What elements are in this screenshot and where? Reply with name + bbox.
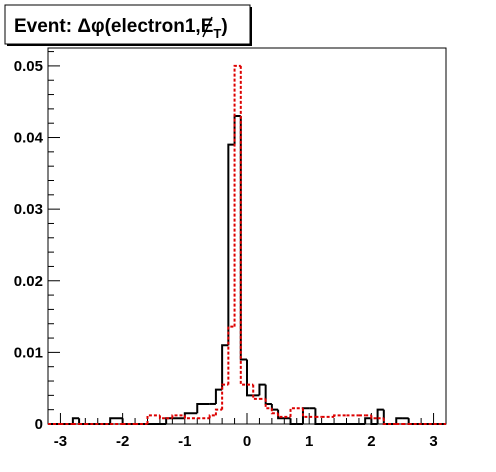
title-box: Event: Δφ(electron1,ET) [4,4,252,46]
histogram-bin [214,388,223,404]
histogram-bin [183,415,198,420]
histogram-bin [258,383,266,396]
histogram-bin [146,414,160,424]
series-black-solid [48,115,446,425]
met-slash-mark [202,16,213,38]
series-red-dotted [48,64,446,425]
y-tick-label: 0.03 [14,201,43,218]
histogram-bin [71,417,80,424]
y-tick-label: 0.05 [14,58,43,75]
histogram-bin [227,143,235,346]
title-shadow-right [250,7,252,46]
x-tick-label: 3 [429,433,437,450]
x-tick-label: 2 [367,433,375,450]
histogram-bin [277,413,285,418]
title-shadow-bottom [7,44,252,46]
histogram-bin [158,415,167,420]
histogram-bin [233,64,241,327]
histogram-bin [314,408,322,425]
histogram-bin [364,417,372,424]
histogram-bin [277,409,285,420]
histogram-bin [109,417,123,424]
histogram-bin [270,408,279,415]
histogram-bin [239,65,247,386]
histogram-bin [395,417,403,424]
y-tick-label: 0 [35,416,43,433]
histogram-bin [333,414,347,417]
title-suffix: ) [221,16,227,37]
histogram-bin [171,414,185,419]
histogram-bin [370,418,378,425]
histogram-bin [221,383,229,410]
title-text: Event: Δφ(electron1, [14,16,201,37]
x-tick-label: -1 [178,433,191,450]
histogram-bin [289,418,297,425]
histogram-bin [301,408,310,418]
histogram-bin [289,407,297,417]
histogram-bin [382,418,397,425]
title-met-subscript: T [213,26,221,41]
x-tick-label: 1 [305,433,313,450]
y-tick-label: 0.01 [14,344,43,361]
histogram-bin [370,415,378,420]
x-tick-label: -3 [54,433,67,450]
histogram-bin [246,359,254,397]
histogram-bin [196,402,210,414]
histogram-bin [214,408,223,416]
histogram-bin [221,344,229,390]
x-tick-label: 0 [243,433,251,450]
histogram-bin [227,325,235,385]
y-axis: 0 0.01 0.02 0.03 0.04 0.05 [14,51,60,433]
histogram-bin [165,417,173,424]
y-tick-label: 0.02 [14,273,43,290]
series-layer [48,64,446,425]
histogram-bin [208,414,216,419]
y-tick-label: 0.04 [14,130,44,147]
x-tick-label: -2 [116,433,129,450]
